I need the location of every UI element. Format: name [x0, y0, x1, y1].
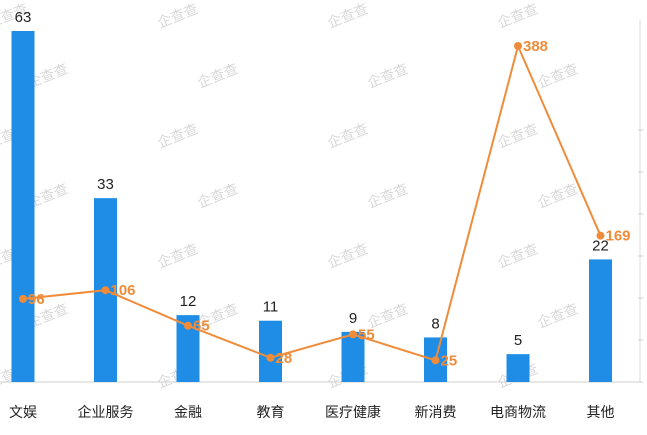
line-value-label: 25 — [441, 352, 458, 369]
bar-value-label: 33 — [97, 176, 114, 193]
line-point — [431, 356, 440, 365]
line-point — [101, 286, 110, 295]
watermark-text: 企查查 — [535, 300, 580, 331]
line-point — [514, 42, 522, 50]
line-value-label: 169 — [606, 228, 631, 245]
bar-value-label: 8 — [431, 315, 439, 332]
watermark-text: 企查查 — [155, 0, 200, 31]
bar-value-label: 22 — [592, 237, 609, 254]
line-point — [184, 321, 192, 330]
watermarks: 企查查 企查查 企查查 企查查企查查 企查查 企查查 企查查企查查 企查查 企查查企查查 企查查企… — [0, 0, 580, 391]
bar-value-label: 11 — [263, 299, 279, 316]
x-tick-label: 新消费 — [415, 405, 457, 421]
line-value-label: 28 — [276, 350, 293, 367]
bar — [259, 320, 282, 382]
watermark-text: 企查查 — [365, 60, 410, 91]
watermark-text: 企查查 — [495, 0, 540, 31]
bar — [176, 315, 200, 382]
line-series — [19, 42, 605, 365]
bar — [341, 331, 365, 382]
line-value-label: 388 — [523, 38, 548, 55]
x-tick-label: 电商物流 — [490, 405, 546, 421]
watermark-text: 企查查 — [325, 0, 370, 31]
x-tick-label: 教育 — [257, 405, 285, 421]
line-point — [266, 353, 275, 362]
bar-value-label: 63 — [15, 9, 32, 26]
x-tick-label: 医疗健康 — [325, 404, 381, 421]
bar — [589, 259, 612, 382]
line-point — [596, 231, 605, 240]
bar — [11, 31, 35, 382]
bar-value-label: 12 — [180, 293, 197, 310]
watermark-text: 企查查 — [535, 60, 580, 91]
line-value-label: 96 — [28, 291, 45, 308]
line-point — [349, 330, 357, 339]
watermark-text: 企查查 — [535, 180, 580, 211]
watermark-text: 企查查 — [495, 240, 540, 271]
x-tick-label: 金融 — [174, 405, 202, 421]
bars — [11, 31, 612, 382]
labels: 63 33 12 11 9 8 5 22 96 106 65 28 55 25 388 169 文娱 企业服务 金融… — [9, 9, 631, 421]
x-tick-label: 文娱 — [9, 405, 37, 421]
watermark-text: 企查查 — [155, 240, 200, 271]
watermark-text: 企查查 — [195, 180, 240, 211]
x-tick-label: 企业服务 — [78, 404, 134, 421]
line-value-label: 65 — [193, 318, 210, 335]
bar-value-label: 9 — [349, 310, 357, 327]
bar-value-label: 5 — [514, 332, 522, 349]
watermark-text: 企查查 — [155, 120, 200, 151]
watermark-text: 企查查 — [365, 180, 410, 211]
watermark-text: 企查查 — [325, 240, 370, 271]
x-tick-label: 其他 — [587, 405, 615, 421]
watermark-text: 企查查 — [495, 120, 540, 151]
watermark-text: 企查查 — [195, 60, 240, 91]
line-value-label: 106 — [111, 282, 136, 299]
line-point — [19, 294, 27, 303]
line-value-label: 55 — [358, 326, 375, 343]
watermark-text: 企查查 — [325, 120, 370, 151]
line-path — [22, 42, 602, 362]
bar — [506, 354, 530, 382]
